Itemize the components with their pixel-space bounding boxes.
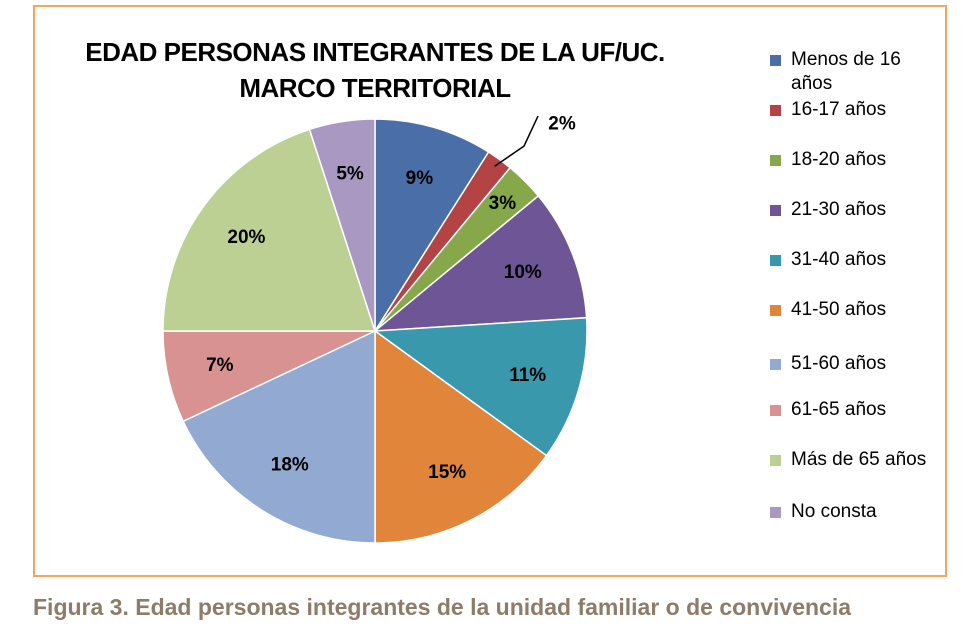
legend-swatch	[770, 305, 781, 316]
legend-label: 31-40 años	[791, 249, 887, 270]
slice-label-mas-de-65-anos: 20%	[227, 227, 265, 248]
slice-label-61-65-anos: 7%	[206, 355, 234, 376]
chart-title-line-1: EDAD PERSONAS INTEGRANTES DE LA UF/UC.	[85, 37, 665, 67]
legend-swatch	[770, 255, 781, 266]
pie-slice-no-consta	[308, 118, 376, 332]
pie-slice-21-30-anos	[372, 194, 588, 332]
legend-label: 21-30 años	[791, 199, 887, 220]
legend-item-mas-de-65-anos: Más de 65 años	[770, 448, 945, 472]
legend-swatch	[770, 455, 781, 466]
chart-title: EDAD PERSONAS INTEGRANTES DE LA UF/UC. M…	[60, 34, 690, 106]
legend-item-61-65-anos: 61-65 años	[770, 398, 945, 422]
legend-item-no-consta: No consta	[770, 500, 945, 524]
legend-label: No consta	[791, 501, 877, 522]
legend-item-21-30-anos: 21-30 años	[770, 198, 945, 222]
legend-item-menos-de-16-anos: Menos de 16 años	[770, 48, 945, 96]
legend-swatch	[770, 507, 781, 518]
legend-swatch	[770, 205, 781, 216]
legend-item-16-17-anos: 16-17 años	[770, 98, 945, 122]
pie-slice-menos-de-16-anos	[374, 118, 490, 334]
slice-label-51-60-anos: 18%	[271, 455, 309, 476]
legend-label: 18-20 años	[791, 149, 887, 170]
legend-item-51-60-anos: 51-60 años	[770, 352, 945, 376]
legend-label: 41-50 años	[791, 299, 887, 320]
legend-label: 51-60 años	[791, 353, 887, 374]
legend-swatch	[770, 359, 781, 370]
slice-label-menos-de-16-anos: 9%	[406, 168, 434, 189]
pie-slice-mas-de-65-anos	[162, 128, 377, 332]
slice-label-31-40-anos: 11%	[509, 365, 546, 386]
legend-item-18-20-anos: 18-20 años	[770, 148, 945, 172]
legend-label: 16-17 años	[791, 99, 887, 120]
slice-label-18-20-anos: 3%	[489, 193, 517, 214]
legend-label: Más de 65 años	[791, 449, 927, 470]
slice-label-21-30-anos: 10%	[504, 262, 542, 283]
slice-label-no-consta: 5%	[336, 164, 364, 185]
pie-slice-51-60-anos	[182, 329, 376, 544]
legend-swatch	[770, 405, 781, 416]
legend-item-41-50-anos: 41-50 años	[770, 298, 945, 322]
pie-slice-41-50-anos	[374, 329, 548, 544]
legend-swatch	[770, 155, 781, 166]
slice-label-16-17-anos: 2%	[548, 114, 576, 135]
chart-title-line-2: MARCO TERRITORIAL	[239, 73, 511, 103]
pie-slice-31-40-anos	[372, 316, 588, 457]
slice-label-41-50-anos: 15%	[428, 462, 466, 483]
legend-item-31-40-anos: 31-40 años	[770, 248, 945, 272]
legend-swatch	[770, 105, 781, 116]
legend-label: Menos de 16 años	[791, 49, 901, 94]
legend-label: 61-65 años	[791, 399, 887, 420]
figure-caption: Figura 3. Edad personas integrantes de l…	[33, 594, 852, 620]
leader-line-16-17-anos	[494, 115, 539, 167]
legend-swatch	[770, 55, 781, 66]
